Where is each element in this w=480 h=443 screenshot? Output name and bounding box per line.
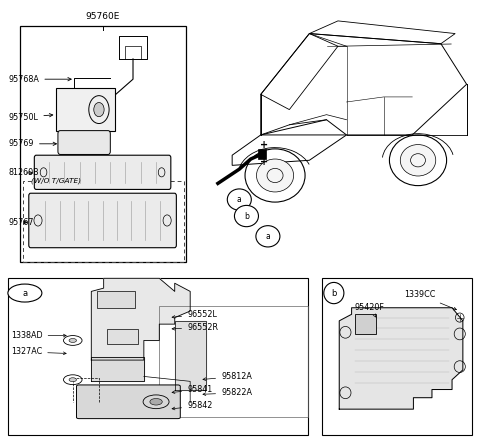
Circle shape	[400, 144, 436, 176]
Bar	[107, 329, 138, 344]
Circle shape	[228, 189, 252, 210]
Text: a: a	[23, 288, 27, 298]
Text: 95841: 95841	[172, 385, 212, 394]
Text: 95767: 95767	[9, 218, 34, 227]
Polygon shape	[258, 149, 266, 159]
Circle shape	[69, 338, 76, 342]
FancyBboxPatch shape	[34, 155, 171, 190]
FancyBboxPatch shape	[76, 385, 180, 419]
Circle shape	[324, 283, 344, 304]
Circle shape	[256, 159, 294, 192]
FancyBboxPatch shape	[29, 193, 176, 248]
Text: b: b	[244, 212, 249, 221]
Circle shape	[94, 102, 104, 117]
Text: 95812A: 95812A	[203, 372, 252, 381]
Circle shape	[256, 225, 280, 247]
Circle shape	[150, 399, 162, 405]
Text: 95842: 95842	[172, 401, 213, 410]
Text: b: b	[331, 288, 336, 298]
Text: 96552L: 96552L	[172, 310, 217, 319]
Text: 1327AC: 1327AC	[11, 347, 66, 357]
Polygon shape	[175, 321, 205, 389]
Text: +: +	[260, 140, 268, 150]
Text: 81260B: 81260B	[9, 168, 39, 178]
Bar	[57, 88, 116, 131]
Text: 95760E: 95760E	[85, 12, 120, 21]
Polygon shape	[91, 357, 144, 381]
Text: 95769: 95769	[9, 139, 57, 148]
Circle shape	[69, 378, 76, 382]
Text: 95420F: 95420F	[355, 303, 384, 317]
Circle shape	[234, 206, 258, 227]
Text: 1338AD: 1338AD	[11, 331, 66, 340]
Circle shape	[8, 284, 42, 302]
Text: 95750L: 95750L	[9, 113, 53, 122]
FancyBboxPatch shape	[58, 131, 110, 155]
Text: +: +	[260, 156, 268, 167]
Polygon shape	[91, 278, 190, 360]
Text: 1339CC: 1339CC	[404, 290, 456, 310]
Text: (W/O T/GATE): (W/O T/GATE)	[31, 178, 81, 184]
Text: a: a	[237, 195, 242, 204]
Circle shape	[361, 319, 370, 329]
Polygon shape	[339, 308, 463, 409]
Text: a: a	[265, 232, 270, 241]
Text: 96552R: 96552R	[172, 323, 218, 332]
Bar	[355, 314, 376, 334]
Bar	[23, 181, 184, 262]
Text: 95768A: 95768A	[9, 75, 71, 84]
Bar	[159, 306, 308, 417]
Bar	[97, 291, 134, 308]
Text: 95822A: 95822A	[203, 388, 252, 397]
